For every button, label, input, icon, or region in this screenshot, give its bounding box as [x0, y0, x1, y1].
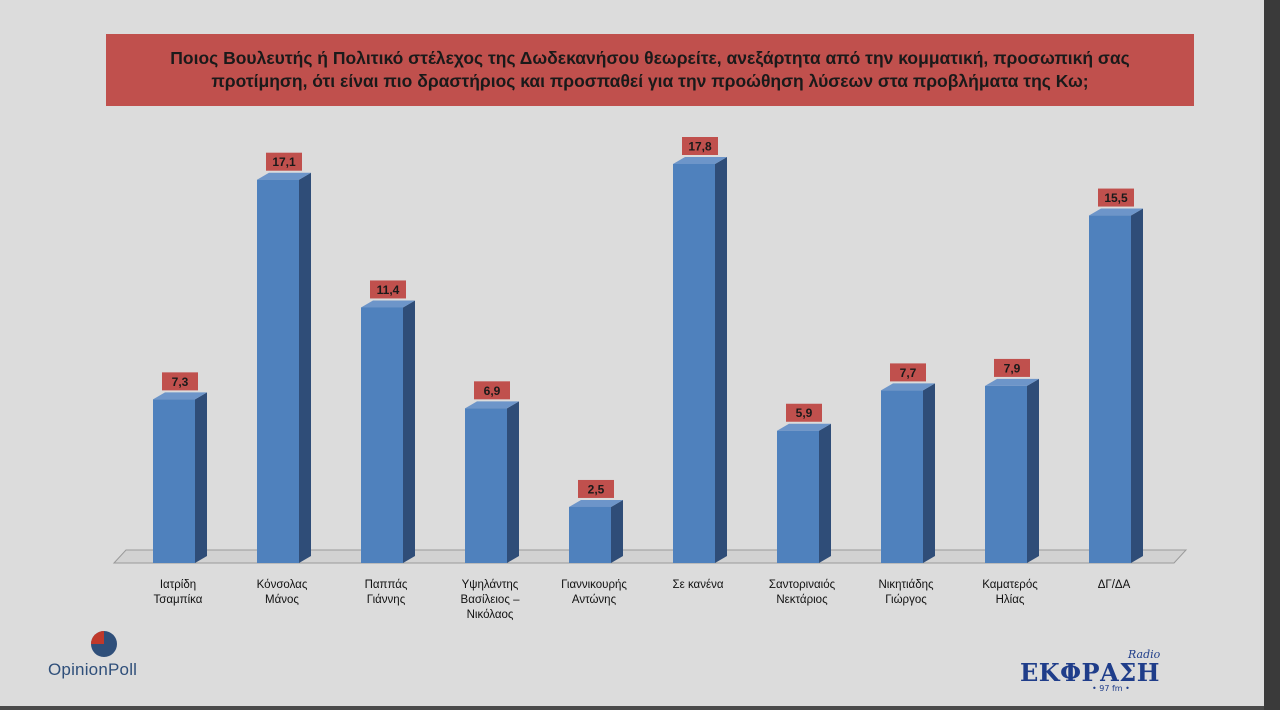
- data-label-box: [890, 363, 926, 382]
- bar-top: [257, 172, 311, 180]
- chart-title: Ποιος Βουλευτής ή Πολιτικό στέλεχος της …: [170, 48, 1130, 91]
- bar-top: [985, 378, 1039, 386]
- category-label: Κόνσολας Μάνος: [256, 579, 308, 606]
- category-label: Νικητιάδης Γιώργος: [878, 579, 934, 606]
- bar: [569, 506, 611, 563]
- radio-ekfrasi-logo: Radio ΕΚΦΡΑΣΗ • 97 fm •: [1016, 648, 1186, 696]
- bar-side: [403, 300, 415, 563]
- bar-top: [465, 401, 519, 409]
- data-label: 11,4: [377, 283, 400, 297]
- chart-title-box: Ποιος Βουλευτής ή Πολιτικό στέλεχος της …: [106, 34, 1194, 106]
- category-label: Γιαννικουρής Αντώνης: [561, 579, 627, 606]
- bar-top: [1089, 208, 1143, 216]
- data-label-box: [1098, 188, 1134, 207]
- category-label: ΔΓ/ΔΑ: [1097, 579, 1131, 591]
- data-label: 6,9: [484, 384, 501, 398]
- bar-side: [1131, 208, 1143, 563]
- data-label: 17,8: [688, 140, 712, 154]
- data-label: 17,1: [272, 155, 296, 169]
- category-label: Καματερός Ηλίας: [982, 579, 1038, 606]
- bar: [361, 307, 403, 563]
- data-label: 7,7: [900, 366, 917, 380]
- opinionpoll-logo-text: OpinionPoll: [48, 660, 138, 679]
- bar-top: [361, 300, 415, 308]
- radio-ekfrasi-freq: • 97 fm •: [1092, 684, 1130, 693]
- category-label: Σαντοριναιός Νεκτάριος: [768, 579, 836, 606]
- bar: [153, 399, 195, 563]
- bar: [673, 164, 715, 563]
- category-label: Παππάς Γιάννης: [364, 579, 408, 606]
- radio-ekfrasi-name: ΕΚΦΡΑΣΗ: [1020, 658, 1160, 687]
- bar-side: [195, 392, 207, 563]
- data-label: 5,9: [796, 406, 813, 420]
- data-label: 15,5: [1104, 191, 1128, 205]
- bar-side: [299, 172, 311, 563]
- bar-side: [923, 383, 935, 563]
- opinionpoll-logo: OpinionPoll: [48, 628, 168, 680]
- data-label-box: [994, 358, 1030, 377]
- bar-side: [1027, 378, 1039, 563]
- category-label: Ιατρίδη Τσαμπίκα: [153, 579, 203, 606]
- bar: [985, 385, 1027, 563]
- data-label-box: [578, 479, 614, 498]
- bar-top: [881, 383, 935, 391]
- data-label-box: [474, 381, 510, 400]
- bar-top: [777, 423, 831, 431]
- data-label: 2,5: [588, 482, 605, 496]
- bar-top: [673, 157, 727, 164]
- category-label: Υψηλάντης Βασίλειος – Νικόλαος: [460, 579, 520, 621]
- window-edge: [1264, 0, 1280, 710]
- data-label: 7,9: [1004, 361, 1021, 375]
- category-label: Σε κανένα: [672, 579, 724, 591]
- bar: [465, 408, 507, 563]
- opinionpoll-circle-icon: [91, 631, 117, 657]
- data-label-box: [370, 280, 406, 299]
- bar: [777, 430, 819, 563]
- data-label-box: [162, 372, 198, 391]
- bar-side: [715, 157, 727, 563]
- data-label-box: [682, 137, 718, 155]
- bar: [1089, 215, 1131, 563]
- bar-top: [153, 392, 207, 400]
- bar-side: [611, 499, 623, 563]
- data-label-box: [266, 152, 302, 171]
- data-label-box: [786, 403, 822, 422]
- bar-side: [507, 401, 519, 563]
- bar: [881, 390, 923, 563]
- radio-ekfrasi-sub: Radio: [1128, 648, 1161, 661]
- bar-top: [569, 499, 623, 507]
- bar-side: [819, 423, 831, 563]
- bar: [257, 179, 299, 563]
- data-label: 7,3: [172, 375, 189, 389]
